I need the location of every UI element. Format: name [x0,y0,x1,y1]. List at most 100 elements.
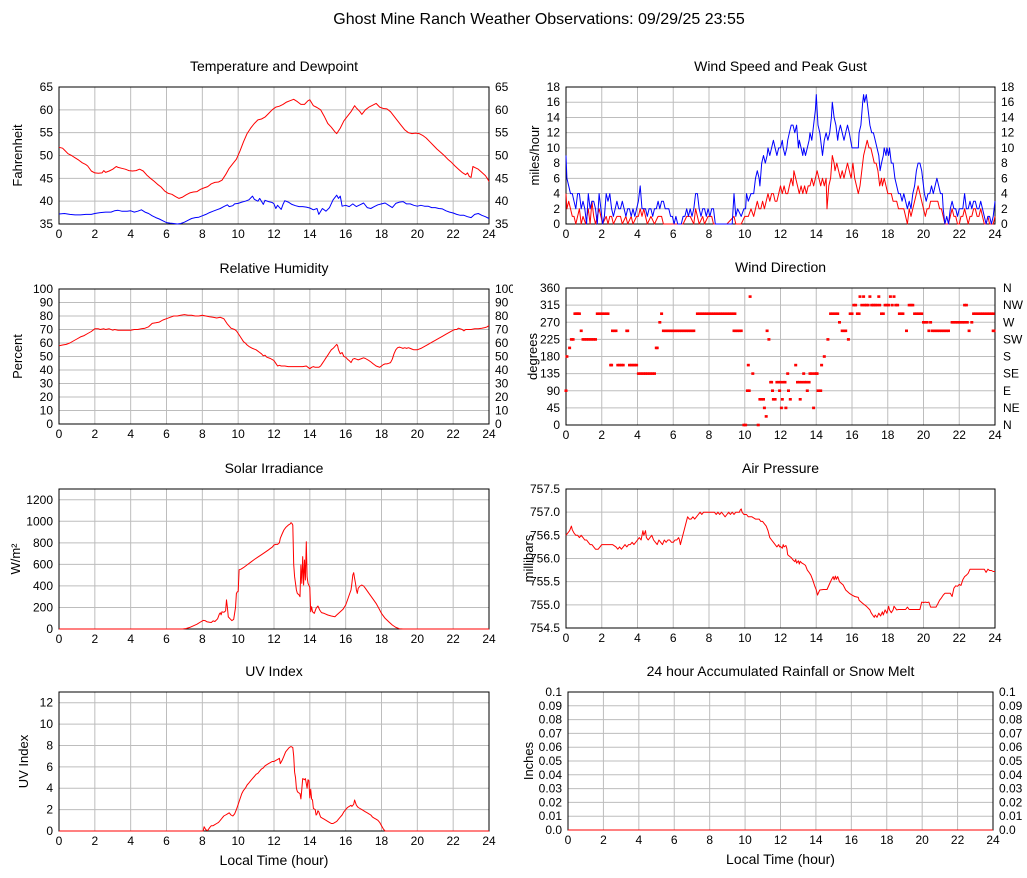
relative-humidity-ytick-right: 80 [495,309,509,323]
chart-rainfall: 0 2 4 6 8 10 12 14 16 18 20 22 24 0.0 0.0 0.01 0.01 0.02 0… [513,647,1027,878]
wind-speed-peak-gust-ytick-right: 14 [1001,110,1015,124]
wind-speed-peak-gust-xtick: 6 [670,227,677,241]
relative-humidity-ytick: 50 [40,350,54,364]
solar-irradiance-ytick: 1200 [26,493,53,507]
wind-direction-ytick-right: E [1003,384,1011,398]
rainfall-ytick: 0.06 [539,740,563,754]
wind-direction-ytick-right: SW [1003,332,1023,346]
temperature-dewpoint-ytick: 55 [40,126,54,140]
solar-irradiance-ytick: 600 [33,557,53,571]
relative-humidity-ytick: 60 [40,336,54,350]
uv-index-xtick: 18 [375,834,389,848]
temperature-dewpoint-ytick-right: 60 [495,103,509,117]
temperature-dewpoint-xtick: 22 [446,227,460,241]
relative-humidity-ytick: 20 [40,390,54,404]
wind-direction-ytick-right: NW [1003,298,1024,312]
solar_irradiance-line [59,522,489,630]
rainfall-ytick-right: 0.0 [999,823,1016,837]
rainfall-xtick: 8 [706,833,713,847]
relative-humidity-ytick-right: 100 [495,282,513,296]
wind-direction-ytick: 90 [547,384,561,398]
relative-humidity-ytick: 70 [40,323,54,337]
relative-humidity-ytick-right: 40 [495,363,509,377]
air-pressure-xtick: 10 [738,631,752,645]
temperature-dewpoint-xtick: 2 [91,227,98,241]
chart-wind-speed-peak-gust: 0 2 4 6 8 10 12 14 16 18 20 22 24 0 0 2 2 4 4 6 6 8 8 10 10 12 12 1… [513,38,1027,247]
uv-index-xtick: 8 [199,834,206,848]
relative-humidity-ytick: 0 [46,417,53,431]
rainfall-xtick: 18 [880,833,894,847]
wind_direction-points [564,295,996,427]
solar-irradiance-ytick: 200 [33,600,53,614]
relative-humidity-ytick: 100 [33,282,53,296]
wind-speed-peak-gust-ytick: 4 [553,187,560,201]
uv-index-xtick: 16 [339,834,353,848]
rainfall-xtick: 10 [738,833,752,847]
solar-irradiance-xtick: 14 [303,632,317,646]
temperature-dewpoint-ytick-right: 35 [495,217,509,231]
relative-humidity-ytick-right: 30 [495,377,509,391]
air-pressure-xtick: 20 [917,631,931,645]
uv-index-xtick: 24 [482,834,496,848]
relative-humidity-xtick: 14 [303,427,317,441]
rainfall-xtick: 22 [951,833,965,847]
dewpoint-line [58,194,490,225]
uv-index-ytick: 0 [46,824,53,838]
wind-speed-peak-gust-ytick: 8 [553,156,560,170]
solar-irradiance-xtick: 12 [267,632,281,646]
relative-humidity-ytick-right: 70 [495,323,509,337]
temperature-dewpoint-xtick: 10 [231,227,245,241]
wind-speed-peak-gust-ytick-right: 8 [1001,156,1008,170]
rainfall-ytick: 0.01 [539,809,563,823]
relative-humidity-ytick-right: 60 [495,336,509,350]
relative-humidity-ytick-right: 50 [495,350,509,364]
relative-humidity-xtick: 2 [91,427,98,441]
air-pressure-plot: 0 2 4 6 8 10 12 14 16 18 20 22 24754.5755.0755.5756.… [521,460,1002,645]
air-pressure-xtick: 24 [988,631,1002,645]
relative-humidity-ytick-right: 20 [495,390,509,404]
chart-air-pressure: 0 2 4 6 8 10 12 14 16 18 20 22 24 754.5 755.0 755.5 756.… [513,447,1027,647]
wind-direction-xtick: 22 [953,428,967,442]
chart-uv-index: 0 2 4 6 8 10 12 14 16 18 20 22 24 0 2 4 6 8 10 12 UV Index UV… [0,647,513,878]
chart-temperature-dewpoint: 0 2 4 6 8 10 12 14 16 18 20 22 24 35 35 40 40 45 45 50 50 55 5… [0,38,513,247]
uv-index-xtick: 22 [446,834,460,848]
relative-humidity-xtick: 8 [199,427,206,441]
relative-humidity-xtick: 12 [267,427,281,441]
air-pressure-xtick: 2 [598,631,605,645]
solar-irradiance-xtick: 18 [375,632,389,646]
uv-index-ytick: 12 [40,696,54,710]
rainfall-ytick-right: 0.05 [999,754,1023,768]
wind-speed-peak-gust-xtick: 8 [706,227,713,241]
rainfall-ytick: 0.0 [545,823,562,837]
wind-speed-peak-gust-ytick-right: 16 [1001,95,1015,109]
temperature-dewpoint-ytick: 45 [40,171,54,185]
peak_gust-line [565,94,996,225]
solar-irradiance-xtick: 20 [411,632,425,646]
wind-speed-peak-gust-xtick: 4 [634,227,641,241]
air-pressure-xtick: 4 [634,631,641,645]
temperature-dewpoint-ytick: 65 [40,80,54,94]
wind-speed-peak-gust-xtick: 24 [988,227,1002,241]
temperature-dewpoint-ytick: 50 [40,149,54,163]
wind-direction-ylabel: degrees [525,333,540,380]
rainfall-ytick-right: 0.04 [999,768,1023,782]
relative-humidity-xtick: 16 [339,427,353,441]
temperature-dewpoint-xtick: 14 [303,227,317,241]
temperature-dewpoint-ylabel: Fahrenheit [10,124,25,187]
temperature-dewpoint-ytick: 40 [40,194,54,208]
air-pressure-xtick: 18 [881,631,895,645]
wind-direction-ytick: 0 [553,418,560,432]
uv-index-xtick: 2 [91,834,98,848]
solar-irradiance-xtick: 16 [339,632,353,646]
wind-speed-peak-gust-ytick-right: 2 [1001,202,1008,216]
air-pressure-title: Air Pressure [742,460,819,476]
solar-irradiance-plot: 0 2 4 6 8 10 12 14 16 18 20 22 240200400600800100012… [8,460,496,646]
wind-speed-peak-gust-ytick: 2 [553,202,560,216]
wind-speed-peak-gust-ytick-right: 18 [1001,80,1015,94]
chart-wind-direction: 0 2 4 6 8 10 12 14 16 18 20 22 24 0 N 45 NE 90 E 135 SE 180 S 2… [513,247,1027,447]
wind-speed-peak-gust-ytick: 14 [547,110,561,124]
rainfall-ytick-right: 0.08 [999,713,1023,727]
relative-humidity-ytick-right: 0 [495,417,502,431]
